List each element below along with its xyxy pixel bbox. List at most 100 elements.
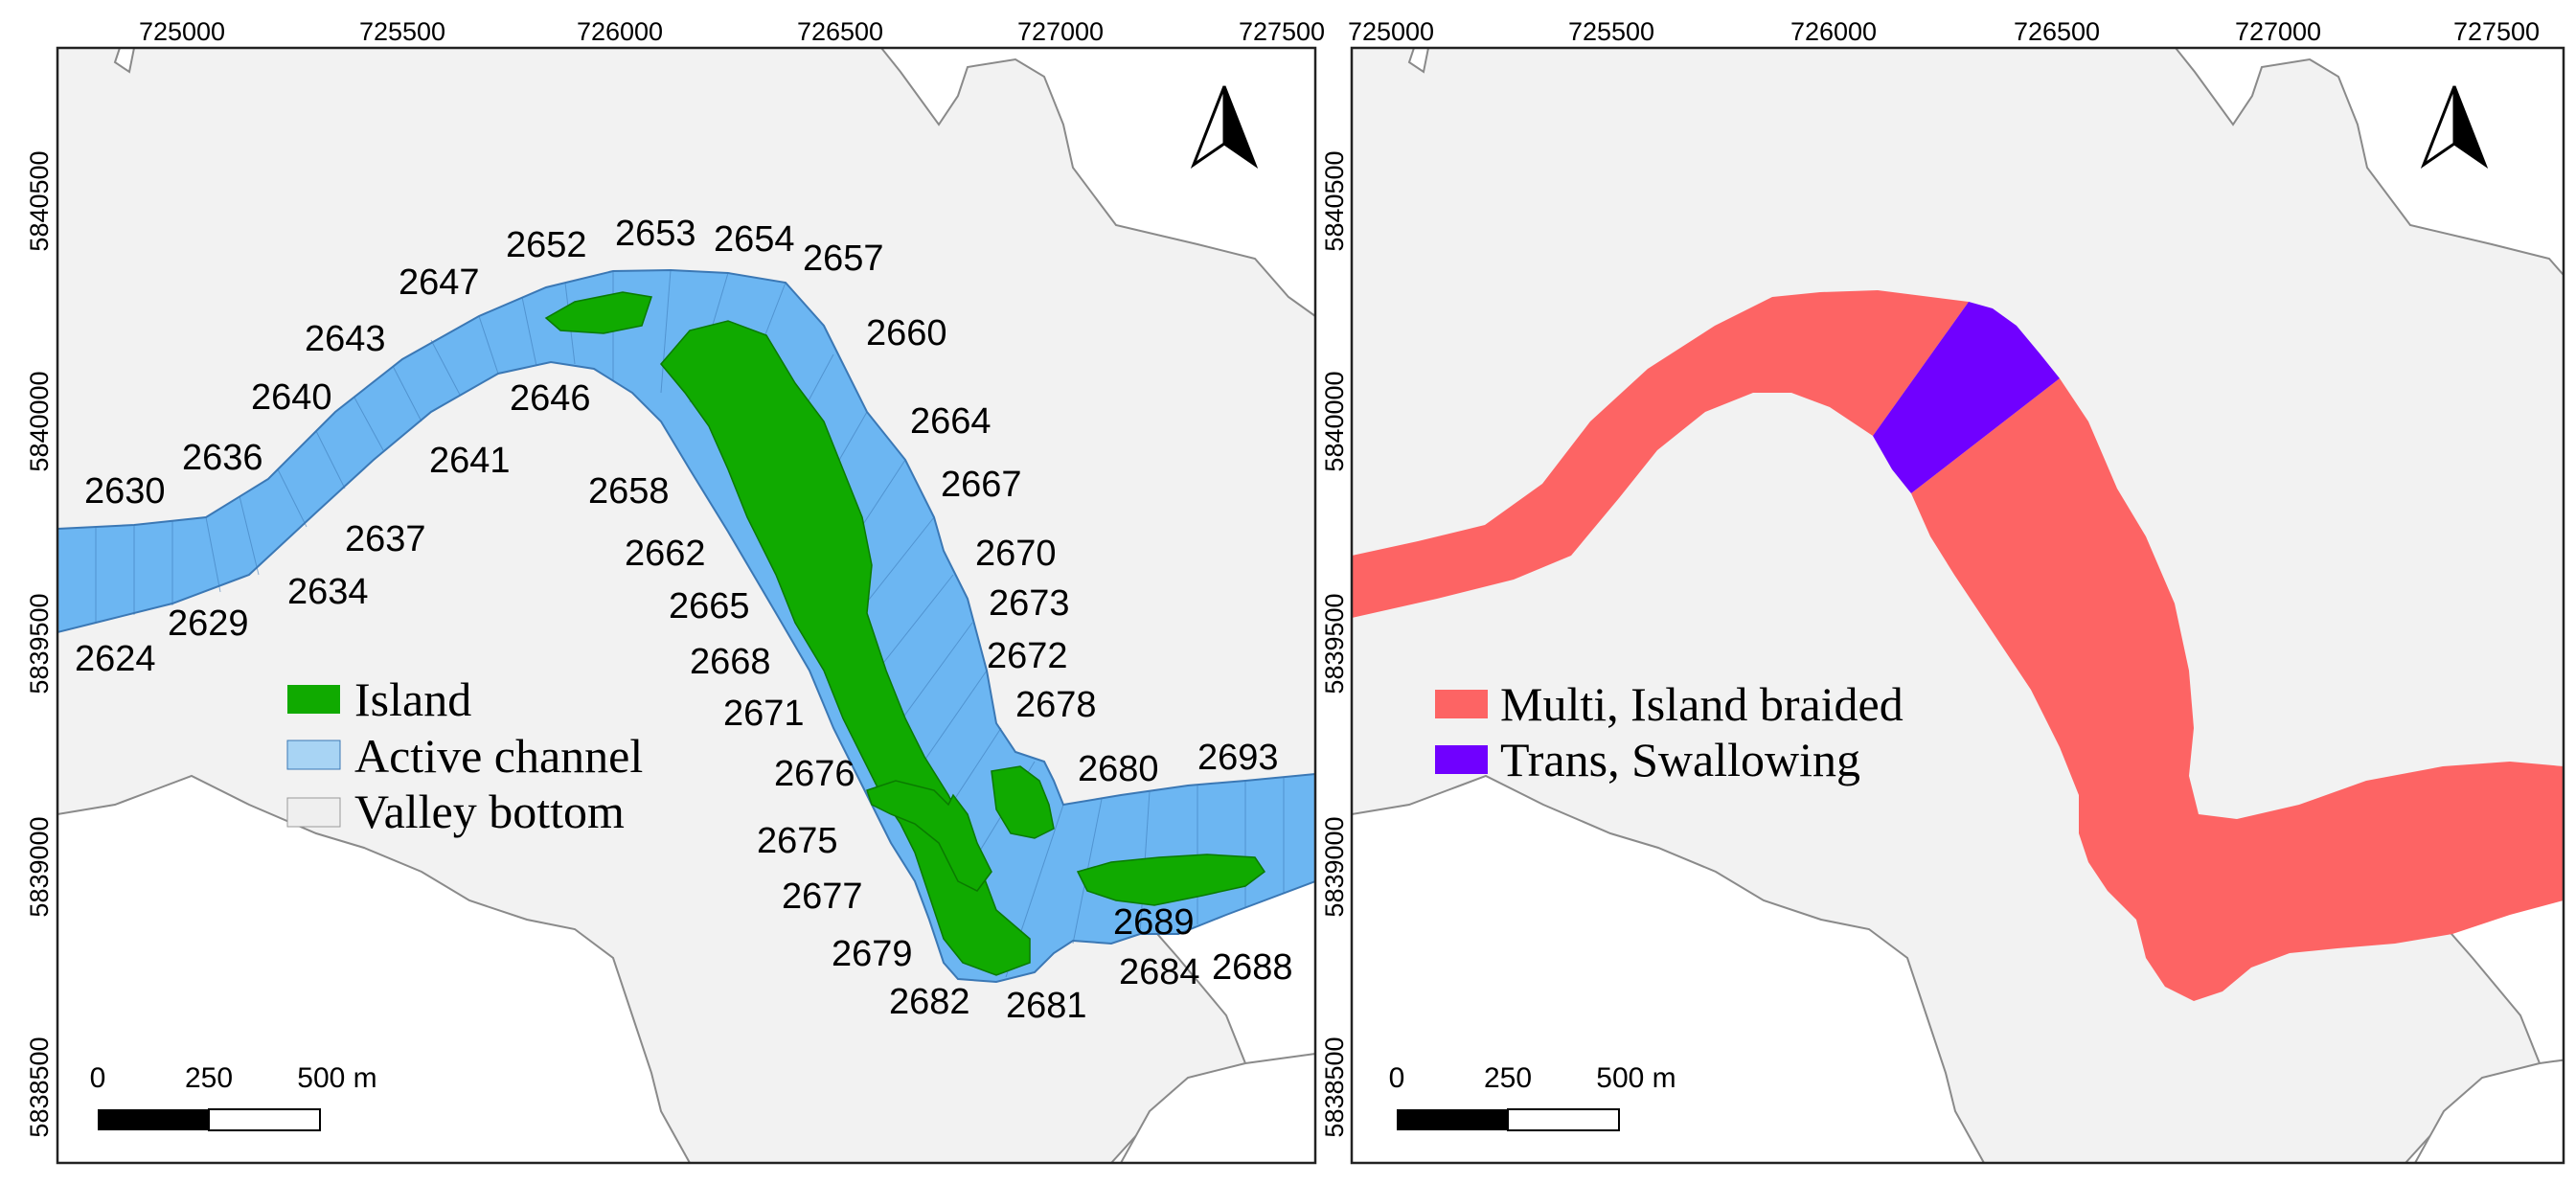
x-tick: 725000 xyxy=(139,17,225,46)
y-tick: 5838500 xyxy=(25,1036,54,1137)
x-tick: 725500 xyxy=(359,17,445,46)
segment-label: 2693 xyxy=(1197,738,1279,778)
trans-swallowing-reach xyxy=(1873,302,2060,493)
white-area xyxy=(2413,1059,2564,1163)
segment-label: 2660 xyxy=(866,313,947,353)
x-tick: 725500 xyxy=(1568,17,1654,46)
island xyxy=(866,780,992,892)
right-x-ticks: 725000 725500 726000 726500 727000 72750… xyxy=(1348,17,2540,46)
segment-label: 2624 xyxy=(75,639,156,679)
segment-label: 2637 xyxy=(345,519,426,559)
x-tick: 726000 xyxy=(577,17,663,46)
segment-labels: 2624 2629 2630 2634 2636 2637 2640 2641 … xyxy=(75,214,1293,1026)
x-tick: 725000 xyxy=(1348,17,1434,46)
segment-label: 2629 xyxy=(168,603,249,644)
y-tick: 5840500 xyxy=(1320,150,1349,251)
x-tick: 726500 xyxy=(797,17,883,46)
scale-label: 500 m xyxy=(1596,1062,1676,1094)
legend-swatch-active-channel xyxy=(286,740,341,770)
legend-label: Multi, Island braided xyxy=(1500,677,1904,731)
legend-label: Valley bottom xyxy=(354,785,625,838)
segment-label: 2652 xyxy=(506,225,587,265)
y-tick: 5839500 xyxy=(1320,593,1349,694)
y-tick: 5839500 xyxy=(25,593,54,694)
multi-island-braided-reach xyxy=(1911,378,2564,1001)
scale-label: 0 xyxy=(90,1062,106,1094)
legend-swatch-island xyxy=(287,685,340,714)
segment-label: 2677 xyxy=(782,877,863,917)
segment-label: 2689 xyxy=(1113,902,1195,943)
white-area xyxy=(1119,1052,1315,1163)
segment-label: 2688 xyxy=(1212,947,1293,988)
scale-label: 500 m xyxy=(297,1062,376,1094)
left-scale-bar: 0 250 500 m xyxy=(90,1062,377,1131)
x-tick: 726500 xyxy=(2014,17,2100,46)
segment-label: 2681 xyxy=(1006,986,1087,1026)
y-tick: 5840500 xyxy=(25,150,54,251)
right-map: 725000 725500 726000 726500 727000 72750… xyxy=(1320,17,2565,1165)
segment-label: 2658 xyxy=(588,471,670,512)
segment-label: 2675 xyxy=(757,821,838,861)
scale-label: 0 xyxy=(1389,1062,1405,1094)
segment-label: 2643 xyxy=(305,319,386,359)
left-x-ticks: 725000 725500 726000 726500 727000 72750… xyxy=(139,17,1325,46)
y-tick: 5838500 xyxy=(1320,1036,1349,1137)
segment-label: 2664 xyxy=(910,401,992,442)
north-arrow-icon xyxy=(1190,85,1259,170)
segment-label: 2634 xyxy=(287,572,369,612)
map-frame xyxy=(56,46,1317,1165)
segment-label: 2671 xyxy=(723,694,805,734)
segment-label: 2682 xyxy=(889,982,970,1022)
map-frame xyxy=(1350,46,2565,1165)
legend-label: Island xyxy=(354,672,471,726)
segment-label: 2668 xyxy=(690,642,771,682)
left-map: 725000 725500 726000 726500 727000 72750… xyxy=(25,17,1325,1165)
right-legend: Multi, Island braided Trans, Swallowing xyxy=(1435,677,1904,786)
right-y-ticks: 5840500 5840000 5839500 5839000 5838500 xyxy=(1320,150,1349,1137)
y-tick: 5840000 xyxy=(1320,371,1349,471)
segment-label: 2667 xyxy=(941,465,1022,505)
x-tick: 727500 xyxy=(1239,17,1325,46)
legend-label: Active channel xyxy=(354,729,643,783)
islands xyxy=(544,291,1266,976)
segment-label: 2673 xyxy=(989,583,1070,624)
segment-label: 2646 xyxy=(510,378,591,419)
left-legend: Island Active channel Valley bottom xyxy=(286,672,643,838)
segment-label: 2636 xyxy=(182,438,263,478)
y-tick: 5839000 xyxy=(1320,816,1349,917)
legend-label: Trans, Swallowing xyxy=(1500,733,1860,786)
y-tick: 5839000 xyxy=(25,816,54,917)
x-tick: 726000 xyxy=(1790,17,1877,46)
segment-label: 2684 xyxy=(1119,952,1200,992)
x-tick: 727000 xyxy=(2235,17,2321,46)
segment-label: 2657 xyxy=(803,239,884,279)
segment-label: 2653 xyxy=(615,214,696,254)
segment-label: 2654 xyxy=(714,219,795,260)
segment-label: 2662 xyxy=(625,534,706,574)
segment-label: 2679 xyxy=(832,934,913,974)
right-scale-bar: 0 250 500 m xyxy=(1389,1062,1676,1131)
segment-label: 2647 xyxy=(399,262,480,303)
segment-label: 2641 xyxy=(429,441,511,481)
x-tick: 727500 xyxy=(2453,17,2540,46)
north-arrow-icon xyxy=(2420,85,2489,170)
y-tick: 5840000 xyxy=(25,371,54,471)
island xyxy=(991,765,1055,839)
legend-swatch-trans xyxy=(1435,745,1488,774)
scale-label: 250 xyxy=(185,1062,233,1094)
island xyxy=(544,291,652,334)
left-y-ticks: 5840500 5840000 5839500 5839000 5838500 xyxy=(25,150,54,1137)
segment-label: 2678 xyxy=(1015,685,1097,725)
segment-label: 2672 xyxy=(987,636,1068,676)
multi-island-braided-reach xyxy=(1352,290,1969,618)
segment-label: 2665 xyxy=(669,586,750,626)
segment-label: 2640 xyxy=(251,377,332,418)
segment-label: 2676 xyxy=(774,754,855,794)
segment-label: 2680 xyxy=(1078,749,1159,789)
segment-label: 2630 xyxy=(84,471,166,512)
legend-swatch-valley-bottom xyxy=(286,797,341,828)
scale-label: 250 xyxy=(1484,1062,1532,1094)
x-tick: 727000 xyxy=(1017,17,1104,46)
island xyxy=(1076,854,1266,906)
